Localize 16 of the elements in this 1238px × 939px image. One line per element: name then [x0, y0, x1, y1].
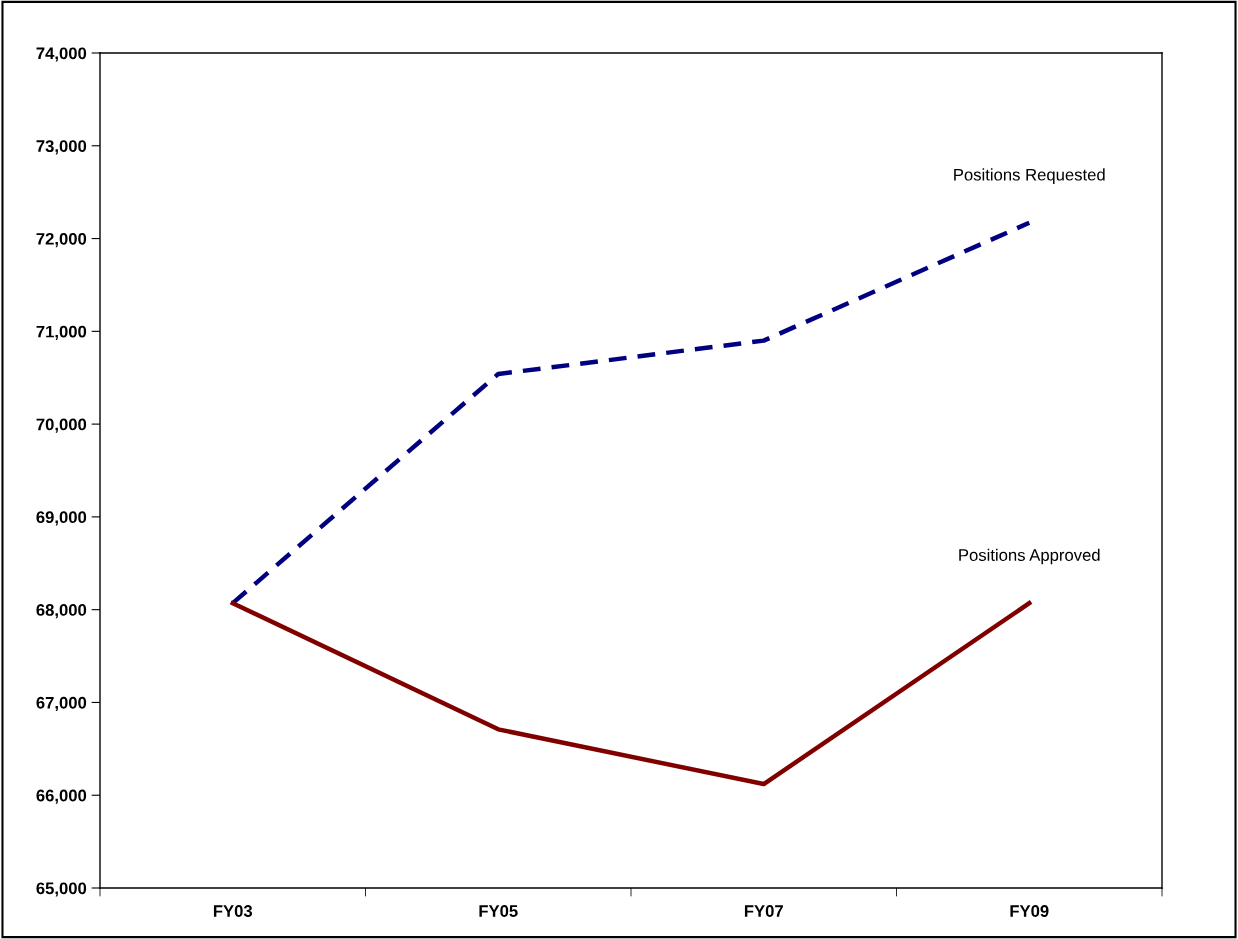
y-tick-label: 74,000	[36, 47, 87, 62]
y-tick-label: 68,000	[36, 604, 87, 619]
y-tick-label: 67,000	[36, 696, 87, 712]
y-tick-label: 65,000	[36, 882, 87, 897]
y-tick-label: 66,000	[36, 789, 87, 804]
y-tick-label: 70,000	[36, 418, 87, 433]
y-tick-label: 72,000	[36, 232, 87, 248]
y-tick-label: 73,000	[36, 140, 87, 155]
text: Positions Requested	[954, 168, 1105, 184]
y-tick-label: 71,000	[36, 325, 87, 340]
y-tick-label: 69,000	[36, 511, 87, 526]
x-tick-label: FY09	[1010, 905, 1049, 917]
x-tick-label: FY03	[213, 905, 253, 917]
x-tick-label: FY07	[744, 905, 783, 917]
x-tick-label: FY05	[479, 905, 518, 917]
text: Positions Approved	[959, 548, 1100, 565]
